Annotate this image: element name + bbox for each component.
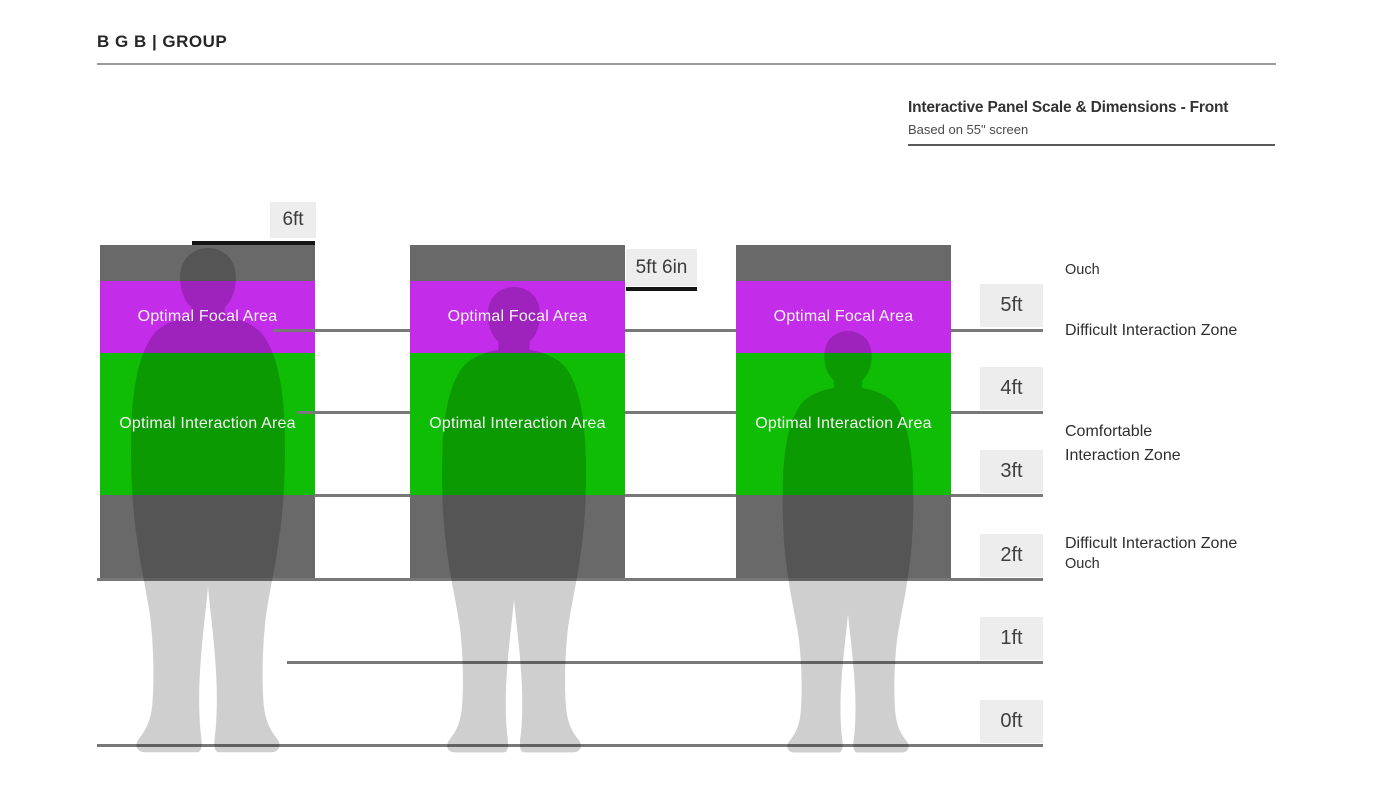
scale-label-5ft: 5ft — [980, 284, 1043, 327]
height-marker-5ft6in-label: 5ft 6in — [626, 249, 697, 286]
annotation-ouch-bottom: Ouch — [1065, 556, 1100, 572]
scale-line-5ft — [273, 329, 1043, 332]
panel-1-focal-area-label: Optimal Focal Area — [137, 308, 278, 325]
title-divider — [908, 144, 1275, 146]
header-divider — [97, 63, 1276, 65]
page-title: Interactive Panel Scale & Dimensions - F… — [908, 99, 1229, 116]
scale-label-1ft: 1ft — [980, 617, 1043, 660]
panel-2-top-gray-zone — [410, 245, 625, 281]
panel-1-interaction-area-label: Optimal Interaction Area — [119, 415, 296, 432]
height-marker-6ft-label: 6ft — [270, 202, 316, 238]
annotation-difficult-zone-top: Difficult Interaction Zone — [1065, 322, 1238, 339]
annotation-difficult-zone-bottom: Difficult Interaction Zone — [1065, 535, 1238, 552]
scale-line-3ft — [314, 494, 1043, 497]
logo: B G B | GROUP — [97, 32, 228, 51]
panel-2-focal-area-label: Optimal Focal Area — [447, 308, 588, 325]
annotation-comfortable-zone: Comfortable Interaction Zone — [1065, 423, 1181, 464]
panel-3-top-gray-zone — [736, 245, 951, 281]
scale-label-3ft: 3ft — [980, 450, 1043, 493]
panel-3-interaction-area-label: Optimal Interaction Area — [755, 415, 932, 432]
scale-line-1ft — [287, 661, 1043, 664]
panel-2-interaction-area-label: Optimal Interaction Area — [429, 415, 606, 432]
scale-label-2ft: 2ft — [980, 534, 1043, 577]
height-marker-5ft6in-line — [626, 287, 697, 291]
scale-label-4ft: 4ft — [980, 367, 1043, 410]
panel-3-focal-area-label: Optimal Focal Area — [773, 308, 914, 325]
scale-line-4ft — [297, 411, 1043, 414]
height-marker-6ft-line — [192, 241, 315, 245]
page-subtitle: Based on 55" screen — [908, 122, 1029, 137]
annotation-ouch-top: Ouch — [1065, 262, 1100, 278]
scale-label-0ft: 0ft — [980, 700, 1043, 743]
title-block: Interactive Panel Scale & Dimensions - F… — [908, 99, 1276, 137]
